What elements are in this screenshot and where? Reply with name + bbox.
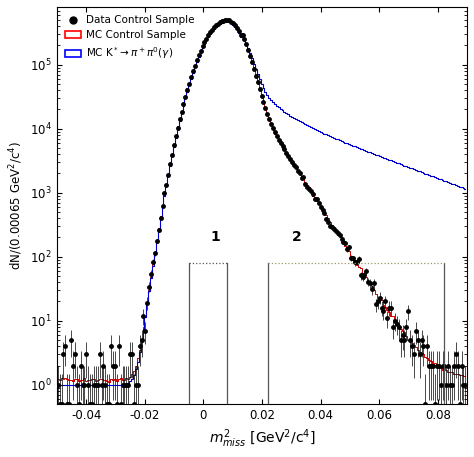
X-axis label: $m^2_{miss}$ [GeV$^2$/c$^4$]: $m^2_{miss}$ [GeV$^2$/c$^4$] xyxy=(209,427,315,450)
Text: 1: 1 xyxy=(210,230,220,244)
Legend: Data Control Sample, MC Control Sample, MC K$^*\!\to\pi^+\pi^0(\gamma)$: Data Control Sample, MC Control Sample, … xyxy=(62,12,198,64)
Text: 2: 2 xyxy=(292,230,302,244)
Y-axis label: dN/(0.00065 GeV$^2$/c$^4$): dN/(0.00065 GeV$^2$/c$^4$) xyxy=(7,141,25,270)
